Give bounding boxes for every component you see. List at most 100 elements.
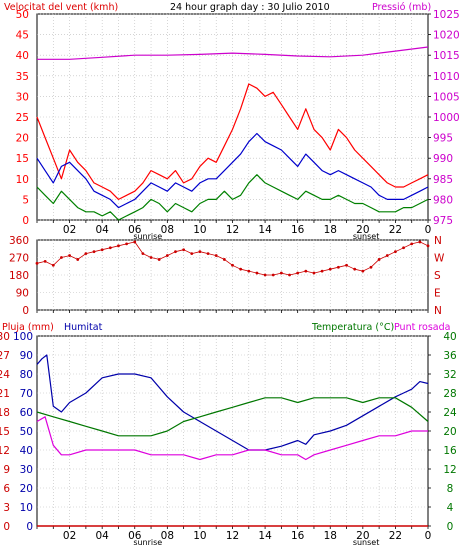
time-tick-label: 04 (95, 224, 109, 236)
pressure-tick-label: 1025 (433, 9, 460, 21)
time-tick-label: 22 (389, 224, 402, 236)
wind-tick-label: 30 (16, 91, 29, 103)
wind-tick-label: 5 (22, 194, 29, 206)
time-tick-label: 14 (258, 224, 272, 236)
wind-axis-label: Velocitat del vent (kmh) (4, 2, 118, 13)
humidity-tick-label: 40 (20, 445, 33, 457)
humidity-tick-label: 70 (20, 388, 33, 400)
humidity-tick-label: 60 (20, 407, 33, 419)
time-tick-label: 10 (193, 530, 206, 542)
rain-tick-label: 0 (3, 521, 10, 533)
direction-tick-label: 0 (22, 305, 29, 317)
temperature-tick-label: 20 (443, 426, 456, 438)
direction-tick-label: 360 (9, 235, 29, 247)
pressure-tick-label: 1020 (433, 30, 460, 42)
series-pressure-line (37, 46, 429, 60)
series-low-line (36, 174, 429, 221)
compass-tick-label: S (434, 270, 441, 282)
rain-tick-label: 15 (0, 426, 10, 438)
series-direction-line (36, 241, 429, 276)
wind-tick-label: 40 (16, 50, 29, 62)
rain-tick-label: 18 (0, 407, 10, 419)
rain-tick-label: 21 (0, 388, 10, 400)
temperature-tick-label: 28 (443, 388, 456, 400)
time-tick-label: 04 (95, 530, 109, 542)
wind-tick-label: 0 (22, 215, 29, 227)
time-tick-label: 22 (389, 530, 402, 542)
pressure-tick-label: 1010 (433, 71, 460, 83)
wind-tick-label: 15 (16, 153, 29, 165)
series-avg-line (36, 132, 429, 209)
compass-tick-label: E (434, 288, 441, 300)
rain-tick-label: 24 (0, 369, 10, 381)
temperature-tick-label: 4 (447, 502, 454, 514)
rain-tick-label: 9 (3, 464, 10, 476)
time-tick-label: 02 (63, 224, 76, 236)
rain-tick-label: 6 (3, 483, 10, 495)
series-temperature-line (36, 397, 429, 437)
wind-tick-label: 10 (16, 174, 29, 186)
pressure-tick-label: 1000 (433, 112, 460, 124)
direction-point (426, 244, 430, 248)
time-tick-label: 20 (356, 224, 369, 236)
temperature-tick-label: 16 (443, 445, 457, 457)
time-tick-label: 10 (193, 224, 206, 236)
compass-tick-label: N (434, 235, 442, 247)
time-tick-label: 18 (324, 224, 337, 236)
sunrise-label: sunrise (133, 538, 162, 547)
dew-axis-label: Punt rosada (394, 322, 450, 333)
compass-tick-label: W (434, 253, 445, 265)
humidity-tick-label: 30 (20, 464, 33, 476)
humidity-tick-label: 50 (20, 426, 33, 438)
time-tick-label: 02 (63, 530, 76, 542)
chart-marks: 0510152025303540455097598098599099510001… (0, 9, 460, 547)
series-humidity-line (36, 354, 429, 451)
humidity-tick-label: 90 (20, 350, 33, 362)
pressure-axis-label: Pressió (mb) (372, 2, 431, 13)
time-tick-label: 12 (226, 530, 239, 542)
temperature-tick-label: 24 (443, 407, 457, 419)
rain-tick-label: 12 (0, 445, 10, 457)
time-tick-label: 16 (291, 224, 305, 236)
humidity-tick-label: 10 (20, 502, 33, 514)
time-tick-label: 08 (161, 224, 174, 236)
wind-tick-label: 50 (16, 9, 29, 21)
humidity-tick-label: 0 (26, 521, 33, 533)
time-tick-label: 16 (291, 530, 305, 542)
time-tick-label: 08 (161, 530, 174, 542)
pressure-tick-label: 990 (433, 153, 453, 165)
pressure-tick-label: 1015 (433, 50, 460, 62)
humidity-tick-label: 20 (20, 483, 33, 495)
wind-tick-label: 45 (16, 30, 29, 42)
chart-title: 24 hour graph day : 30 Julio 2010 (170, 2, 330, 13)
time-tick-label: 14 (258, 530, 272, 542)
direction-tick-label: 270 (9, 253, 29, 265)
pressure-tick-label: 1005 (433, 91, 460, 103)
direction-tick-label: 90 (16, 288, 29, 300)
humidity-tick-label: 80 (20, 369, 33, 381)
time-tick-label: 12 (226, 224, 239, 236)
temperature-tick-label: 8 (447, 483, 454, 495)
time-tick-label: 20 (356, 530, 369, 542)
direction-tick-label: 180 (9, 270, 29, 282)
compass-tick-label: N (434, 305, 442, 317)
pressure-tick-label: 985 (433, 174, 453, 186)
rain-tick-label: 27 (0, 350, 10, 362)
wind-tick-label: 35 (16, 71, 29, 83)
time-tick-label: 0 (425, 224, 432, 236)
temperature-tick-label: 32 (443, 369, 456, 381)
temperature-tick-label: 40 (443, 331, 456, 343)
series-gust-line (36, 83, 429, 200)
time-tick-label: 0 (425, 530, 432, 542)
temperature-tick-label: 36 (443, 350, 457, 362)
time-tick-label: 18 (324, 530, 337, 542)
sunset-label: sunset (353, 232, 380, 241)
temperature-tick-label: 0 (447, 521, 454, 533)
series-dew-line (36, 416, 428, 461)
wind-tick-label: 25 (16, 112, 29, 124)
sunrise-label: sunrise (133, 232, 162, 241)
sunset-label: sunset (353, 538, 380, 547)
rain-tick-label: 30 (0, 331, 10, 343)
time-tick-label: 06 (128, 224, 142, 236)
